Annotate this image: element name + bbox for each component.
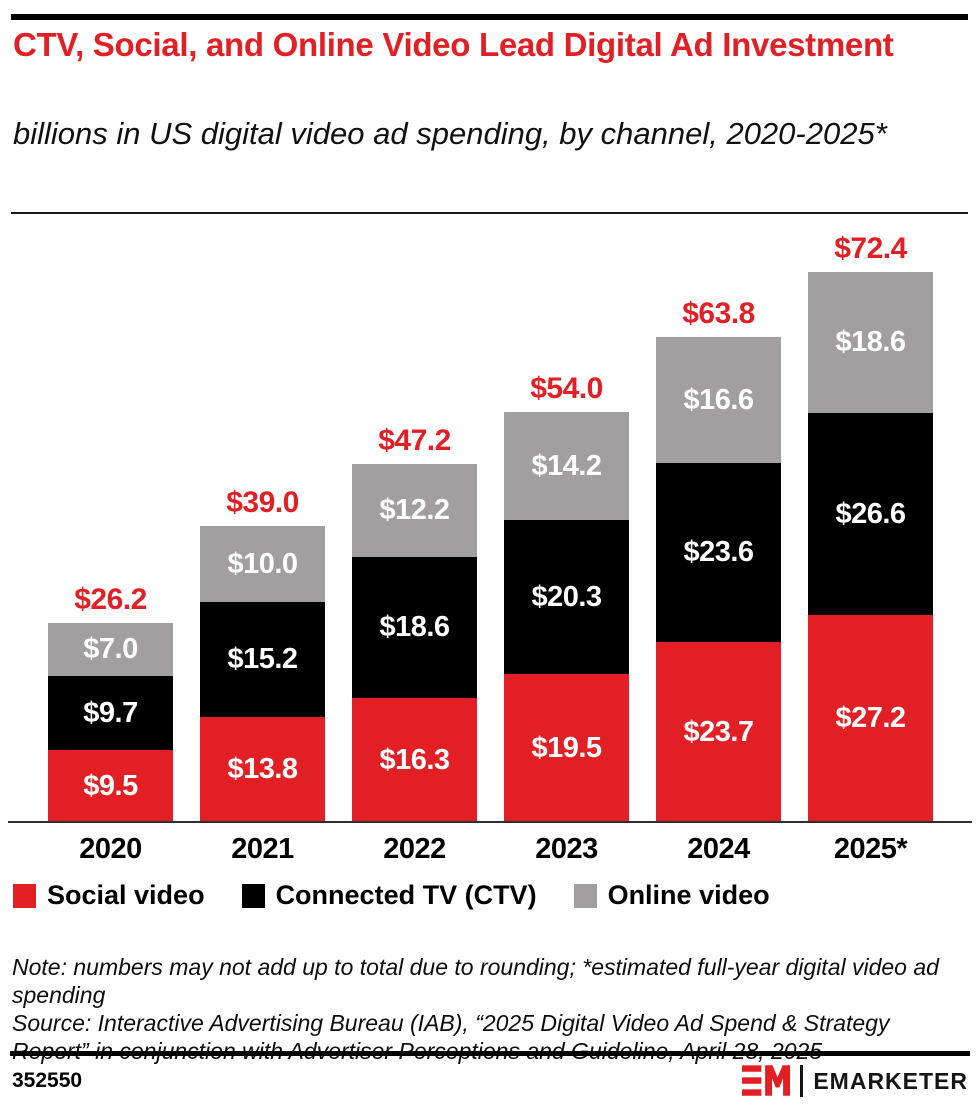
footer-divider xyxy=(10,1051,970,1056)
x-axis-line xyxy=(8,821,972,823)
legend-swatch-icon xyxy=(573,883,597,908)
chart-legend: Social video Connected TV (CTV) Online vid… xyxy=(13,880,770,911)
total-label-2020: $26.2 xyxy=(74,583,147,616)
legend-label: Social video xyxy=(47,880,205,910)
segment-connected-tv-ctv-2022: $18.6 xyxy=(352,557,477,698)
segment-value-label: $12.2 xyxy=(379,494,450,526)
total-label-2025: $72.4 xyxy=(834,232,907,265)
note-text: Note: numbers may not add up to total du… xyxy=(12,954,939,1008)
segment-social-video-2023: $19.5 xyxy=(504,674,629,822)
x-axis-label-2022: 2022 xyxy=(383,833,446,865)
segment-social-video-2020: $9.5 xyxy=(48,750,173,822)
segment-value-label: $7.0 xyxy=(83,633,138,665)
footnotes: Note: numbers may not add up to total du… xyxy=(12,953,964,1065)
segment-value-label: $23.7 xyxy=(683,715,754,748)
segment-online-video-2023: $14.2 xyxy=(504,412,629,520)
segment-value-label: $26.6 xyxy=(835,497,906,530)
x-axis-label-2024: 2024 xyxy=(687,833,750,865)
bar-2025: $18.6 $26.6 $27.2 $72.4 2025* xyxy=(808,232,933,865)
segment-value-label: $20.3 xyxy=(531,580,602,613)
segment-social-video-2022: $16.3 xyxy=(352,698,477,822)
segment-value-label: $19.5 xyxy=(531,731,602,764)
bar-2023: $14.2 $20.3 $19.5 $54.0 2023 xyxy=(504,372,629,865)
emarketer-logo: EMARKETER xyxy=(742,1063,968,1099)
segment-value-label: $9.7 xyxy=(83,696,138,729)
brand-name: EMARKETER xyxy=(813,1067,968,1094)
legend-label: Connected TV (CTV) xyxy=(275,880,537,910)
chart-subtitle: billions in US digital video ad spending… xyxy=(13,116,887,151)
header-divider xyxy=(11,212,968,214)
segment-value-label: $18.6 xyxy=(379,611,450,643)
segment-value-label: $23.6 xyxy=(683,536,754,568)
bar-2024: $16.6 $23.6 $23.7 $63.8 2024 xyxy=(656,297,781,865)
segment-value-label: $16.6 xyxy=(683,383,754,416)
segment-connected-tv-ctv-2023: $20.3 xyxy=(504,520,629,674)
segment-connected-tv-ctv-2024: $23.6 xyxy=(656,463,781,642)
legend-item-connected-tv-ctv: Connected TV (CTV) xyxy=(241,880,537,911)
bar-2021: $10.0 $15.2 $13.8 $39.0 2021 xyxy=(200,486,325,865)
legend-swatch-icon xyxy=(13,883,36,908)
segment-social-video-2025: $27.2 xyxy=(808,615,933,822)
segment-online-video-2022: $12.2 xyxy=(352,464,477,557)
segment-social-video-2024: $23.7 xyxy=(656,642,781,822)
segment-value-label: $16.3 xyxy=(379,743,450,776)
total-label-2023: $54.0 xyxy=(530,372,603,405)
segment-connected-tv-ctv-2020: $9.7 xyxy=(48,676,173,750)
segment-online-video-2025: $18.6 xyxy=(808,272,933,413)
source-text: Source: Interactive Advertising Bureau (… xyxy=(12,1010,890,1064)
segment-online-video-2020: $7.0 xyxy=(48,623,173,676)
segment-online-video-2024: $16.6 xyxy=(656,337,781,463)
total-label-2022: $47.2 xyxy=(378,424,451,457)
segment-value-label: $10.0 xyxy=(227,547,298,580)
segment-value-label: $14.2 xyxy=(531,449,602,482)
segment-value-label: $15.2 xyxy=(227,643,298,675)
legend-item-online-video: Online video xyxy=(573,880,770,911)
segment-value-label: $13.8 xyxy=(227,753,298,785)
em-monogram-icon xyxy=(742,1065,791,1096)
chart-id: 352550 xyxy=(12,1069,83,1092)
legend-swatch-icon xyxy=(241,883,265,908)
logo-divider xyxy=(800,1065,804,1097)
segment-connected-tv-ctv-2025: $26.6 xyxy=(808,413,933,615)
total-label-2021: $39.0 xyxy=(226,486,299,519)
stacked-bar-chart: $7.0 $9.7 $9.5 $26.2 2020 $10.0 $15.2 $13.8 $39.… xyxy=(48,232,933,865)
legend-item-social-video: Social video xyxy=(13,880,205,911)
segment-social-video-2021: $13.8 xyxy=(200,717,325,822)
segment-connected-tv-ctv-2021: $15.2 xyxy=(200,602,325,717)
bar-2022: $12.2 $18.6 $16.3 $47.2 2022 xyxy=(352,424,477,865)
footer: 352550 EMARKETER xyxy=(12,1060,968,1102)
segment-online-video-2021: $10.0 xyxy=(200,526,325,602)
top-rule xyxy=(11,14,968,20)
total-label-2024: $63.8 xyxy=(682,297,755,330)
page-title: CTV, Social, and Online Video Lead Digit… xyxy=(13,26,894,63)
legend-label: Online video xyxy=(607,880,770,910)
x-axis-label-2021: 2021 xyxy=(231,833,294,865)
segment-value-label: $27.2 xyxy=(835,702,906,734)
x-axis-label-2023: 2023 xyxy=(535,833,598,865)
segment-value-label: $18.6 xyxy=(835,326,906,358)
segment-value-label: $9.5 xyxy=(83,769,138,802)
bar-2020: $7.0 $9.7 $9.5 $26.2 2020 xyxy=(48,583,173,865)
x-axis-label-2025: 2025* xyxy=(833,833,908,865)
x-axis-label-2020: 2020 xyxy=(79,833,142,865)
